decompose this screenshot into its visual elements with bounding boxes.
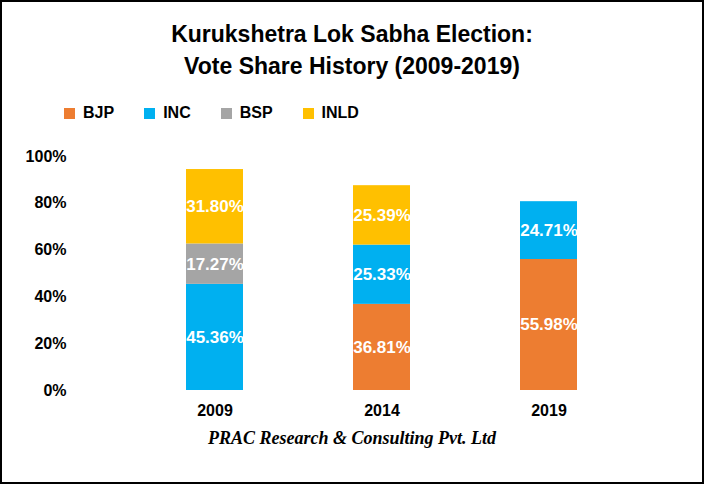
html-text:INC: INC [163, 104, 191, 121]
svg-text:25.33%: 25.33% [353, 265, 411, 284]
svg-text:40%: 40% [34, 288, 66, 305]
svg-text:0%: 0% [43, 382, 66, 399]
html-text:Kurukshetra Lok Sabha Election: Kurukshetra Lok Sabha Election: Vote Sha… [171, 21, 533, 79]
svg-text:45.36%: 45.36% [186, 328, 244, 347]
svg-text:25.39%: 25.39% [353, 206, 411, 225]
svg-text:100%: 100% [26, 148, 67, 165]
svg-text:2009: 2009 [197, 402, 233, 419]
svg-text:31.80%: 31.80% [186, 197, 244, 216]
svg-text:24.71%: 24.71% [520, 221, 578, 240]
svg-text:55.98%: 55.98% [520, 315, 578, 334]
html-text:INLD: INLD [321, 104, 359, 121]
svg-text:17.27%: 17.27% [186, 255, 244, 274]
svg-text:60%: 60% [34, 241, 66, 258]
html-text:BJP: BJP [83, 104, 115, 121]
html-text:BSP: BSP [239, 104, 273, 121]
html-text:PRAC Research & Consulting Pvt: PRAC Research & Consulting Pvt. Ltd [208, 428, 496, 448]
svg-text:2019: 2019 [531, 402, 567, 419]
svg-text:20%: 20% [34, 335, 66, 352]
svg-text:36.81%: 36.81% [353, 338, 411, 357]
svg-text:80%: 80% [34, 194, 66, 211]
svg-text:2014: 2014 [364, 402, 400, 419]
